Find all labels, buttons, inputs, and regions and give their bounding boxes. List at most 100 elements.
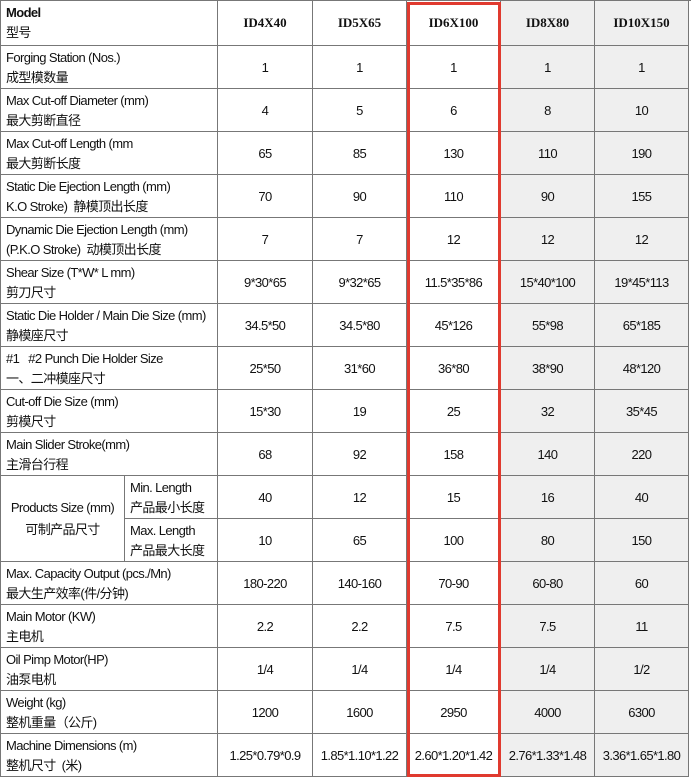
value: 55*98 xyxy=(532,317,564,333)
value-cell: 70 xyxy=(218,175,313,218)
value: 7 xyxy=(356,231,363,247)
value-cell: 32 xyxy=(501,390,595,433)
value-cell: 11.5*35*86 xyxy=(407,261,501,304)
value: 38*90 xyxy=(532,360,564,376)
value-cell: 130 xyxy=(407,132,501,175)
group-label: Products Size (mm) 可制产品尺寸 xyxy=(0,476,125,562)
model-name: ID5X65 xyxy=(337,15,382,30)
value: 6300 xyxy=(628,704,655,720)
value: 10 xyxy=(258,532,272,548)
value-cell: 6300 xyxy=(595,691,689,734)
value-cell: 158 xyxy=(407,433,501,476)
row-label: Oil Pimp Motor(HP) xyxy=(6,652,108,667)
row-label: Max. Capacity Output (pcs./Mn) 最大生产效率(件/分… xyxy=(0,562,218,605)
value-cell: 80 xyxy=(501,519,595,562)
value: 48*120 xyxy=(622,360,661,376)
row-label: Cut-off Die Size (mm) 剪模尺寸 xyxy=(0,390,218,433)
value-cell: 1 xyxy=(407,46,501,89)
row-label: Max Cut-off Diameter (mm) xyxy=(6,93,149,108)
value: 80 xyxy=(540,532,555,548)
value: 40 xyxy=(634,489,649,505)
value: 1/4 xyxy=(445,661,462,677)
model-name: ID6X100 xyxy=(407,1,501,46)
value-cell: 1 xyxy=(501,46,595,89)
row-label-cn: K.O Stroke) 静模顶出长度 xyxy=(6,199,148,214)
value: 65 xyxy=(352,532,367,548)
value-cell: 68 xyxy=(218,433,313,476)
value-cell: 8 xyxy=(501,89,595,132)
value: 34.5*50 xyxy=(244,317,286,333)
value: 1 xyxy=(544,59,551,75)
row-label-cn: 整机重量（公斤) xyxy=(6,715,97,730)
row-label: Main Motor (KW) 主电机 xyxy=(0,605,218,648)
value-cell: 10 xyxy=(218,519,313,562)
value-cell: 6 xyxy=(407,89,501,132)
value: 1200 xyxy=(251,704,279,720)
value: 11.5*35*86 xyxy=(424,274,483,290)
value-cell: 45*126 xyxy=(407,304,501,347)
row-label-cn: 主电机 xyxy=(6,629,44,644)
row-label-cn: 最大剪断长度 xyxy=(6,156,81,171)
value: 1.85*1.10*1.22 xyxy=(320,747,399,763)
row-label-cn: 最大生产效率(件/分钟) xyxy=(6,586,129,601)
value-cell: 155 xyxy=(595,175,689,218)
row-label: Dynamic Die Ejection Length (mm) xyxy=(6,222,188,237)
row-label: Static Die Ejection Length (mm) xyxy=(6,179,171,194)
value-cell: 1200 xyxy=(218,691,313,734)
row-label: Max Cut-off Diameter (mm) 最大剪断直径 xyxy=(0,89,218,132)
value-cell: 12 xyxy=(595,218,689,261)
value: 1/4 xyxy=(256,661,274,677)
value-cell: 25 xyxy=(407,390,501,433)
value: 8 xyxy=(544,102,551,118)
value-cell: 5 xyxy=(313,89,407,132)
row-label-cn: 最大剪断直径 xyxy=(6,113,81,128)
value: 1/2 xyxy=(633,661,650,677)
value: 100 xyxy=(443,532,464,548)
value-cell: 12 xyxy=(407,218,501,261)
value: 19*45*113 xyxy=(614,274,669,290)
row-label: Static Die Holder / Main Die Size (mm) 静模… xyxy=(0,304,218,347)
value-cell: 92 xyxy=(313,433,407,476)
value: 6 xyxy=(450,102,457,118)
value-cell: 220 xyxy=(595,433,689,476)
value-cell: 85 xyxy=(313,132,407,175)
value-cell: 34.5*50 xyxy=(218,304,313,347)
row-label-cn: 主滑台行程 xyxy=(6,457,69,472)
value-cell: 1/4 xyxy=(501,648,595,691)
value-cell: 16 xyxy=(501,476,595,519)
value-cell: 140-160 xyxy=(313,562,407,605)
value-cell: 25*50 xyxy=(218,347,313,390)
value: 31*60 xyxy=(344,360,376,376)
value-cell: 19 xyxy=(313,390,407,433)
value: 11 xyxy=(635,618,648,634)
row-label-cn: 一、二冲模座尺寸 xyxy=(6,371,106,386)
model-name: ID4X40 xyxy=(218,1,313,46)
value-cell: 1 xyxy=(595,46,689,89)
sub-label-cn: 产品最小长度 xyxy=(130,500,205,515)
row-label-cn: (P.K.O Stroke) 动模顶出长度 xyxy=(6,242,161,257)
sub-label: Min. Length 产品最小长度 xyxy=(125,476,218,519)
row-label: Static Die Ejection Length (mm) K.O Strok… xyxy=(0,175,218,218)
value-cell: 65 xyxy=(218,132,313,175)
value: 1 xyxy=(450,59,457,75)
value: 2950 xyxy=(440,704,467,720)
value-cell: 40 xyxy=(218,476,313,519)
value: 92 xyxy=(352,446,367,462)
value: 85 xyxy=(352,145,367,161)
value-cell: 10 xyxy=(595,89,689,132)
value-cell: 90 xyxy=(313,175,407,218)
value: 3.36*1.65*1.80 xyxy=(602,747,681,763)
value: 34.5*80 xyxy=(339,317,380,333)
row-label: Cut-off Die Size (mm) xyxy=(6,394,119,409)
value-cell: 1600 xyxy=(313,691,407,734)
model-name: ID5X65 xyxy=(313,1,407,46)
value-cell: 90 xyxy=(501,175,595,218)
value: 4000 xyxy=(534,704,561,720)
value-cell: 7 xyxy=(313,218,407,261)
value: 32 xyxy=(540,403,555,419)
value: 180-220 xyxy=(243,575,287,591)
value: 220 xyxy=(631,446,652,462)
value: 35*45 xyxy=(626,403,658,419)
value: 190 xyxy=(631,145,652,161)
